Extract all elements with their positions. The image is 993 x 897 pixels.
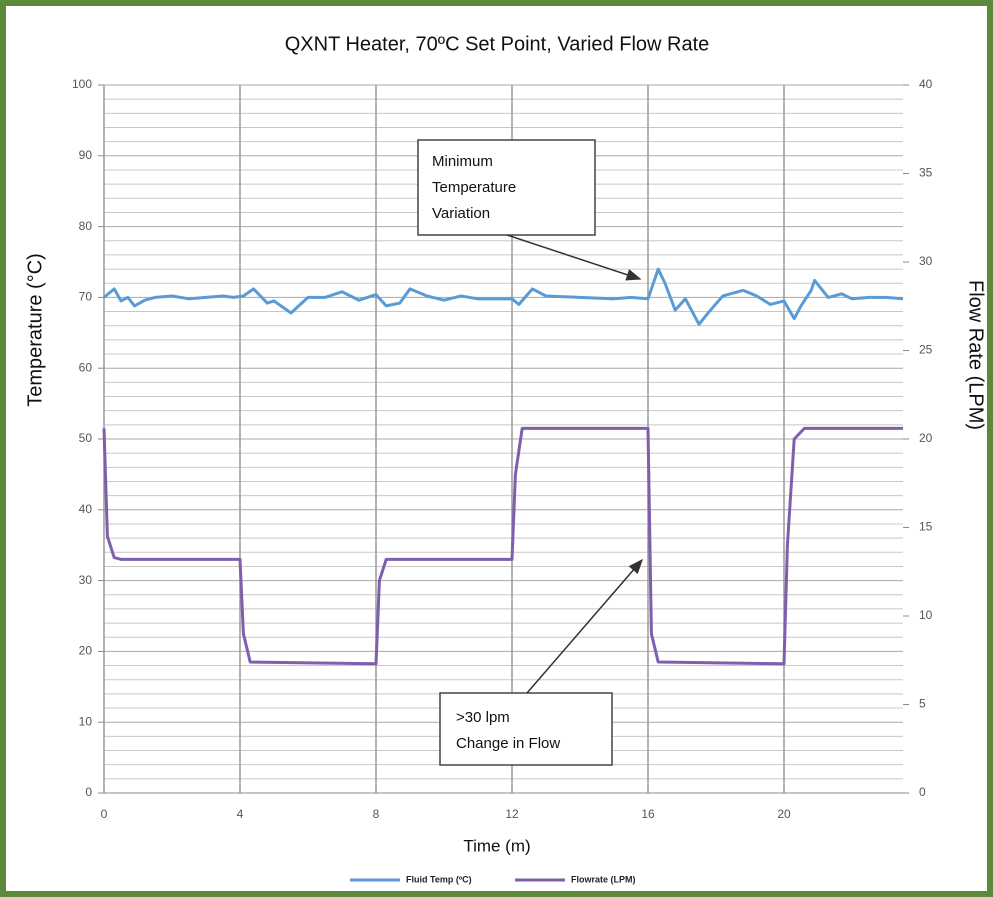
x-tick-label: 16	[641, 807, 655, 821]
annotation-text: >30 lpm	[456, 709, 510, 726]
y2-tick-label: 5	[919, 697, 926, 711]
annotation: Minimum Temperature Variation	[417, 139, 642, 281]
annotation-text: Change in Flow	[456, 735, 560, 752]
annotation-arrow	[526, 558, 643, 694]
y2-tick-label: 25	[919, 343, 933, 357]
y2-axis-label: Flow Rate (LPM)	[965, 280, 987, 430]
annotation-arrow	[506, 234, 642, 281]
y-tick-label: 10	[79, 714, 93, 728]
y-tick-label: 0	[85, 785, 92, 799]
annotation-box	[439, 692, 613, 766]
annotation-box	[417, 139, 596, 236]
y2-tick-label: 0	[919, 785, 926, 799]
x-tick-label: 0	[101, 807, 108, 821]
x-axis-label: Time (m)	[463, 836, 530, 855]
annotation-text: Temperature	[432, 179, 516, 196]
y-tick-label: 90	[79, 148, 93, 162]
y2-tick-label: 15	[919, 520, 933, 534]
legend-label: Fluid Temp (ºC)	[406, 874, 472, 884]
x-tick-label: 8	[373, 807, 380, 821]
y2-tick-label: 20	[919, 431, 933, 445]
y-tick-label: 40	[79, 502, 93, 516]
annotation: >30 lpm Change in Flow	[439, 558, 643, 766]
y2-tick-label: 35	[919, 166, 933, 180]
x-tick-label: 20	[777, 807, 791, 821]
series-line	[102, 426, 903, 666]
y2-tick-label: 10	[919, 608, 933, 622]
y-tick-label: 20	[79, 644, 93, 658]
y-tick-label: 100	[72, 77, 92, 91]
series-line	[103, 267, 904, 326]
y2-tick-label: 30	[919, 254, 933, 268]
y-tick-label: 50	[79, 431, 93, 445]
y-tick-label: 60	[79, 360, 93, 374]
y-axis-label: Temperature (°C)	[24, 253, 46, 407]
chart-title: QXNT Heater, 70ºC Set Point, Varied Flow…	[285, 33, 710, 55]
x-tick-label: 12	[505, 807, 519, 821]
legend-label: Flowrate (LPM)	[571, 874, 636, 884]
y2-tick-label: 40	[919, 77, 933, 91]
y-tick-label: 30	[79, 573, 93, 587]
annotation-text: Minimum	[432, 153, 493, 170]
y-tick-label: 80	[79, 219, 93, 233]
annotation-text: Variation	[432, 205, 490, 222]
y-tick-label: 70	[79, 290, 93, 304]
x-tick-label: 4	[237, 807, 244, 821]
